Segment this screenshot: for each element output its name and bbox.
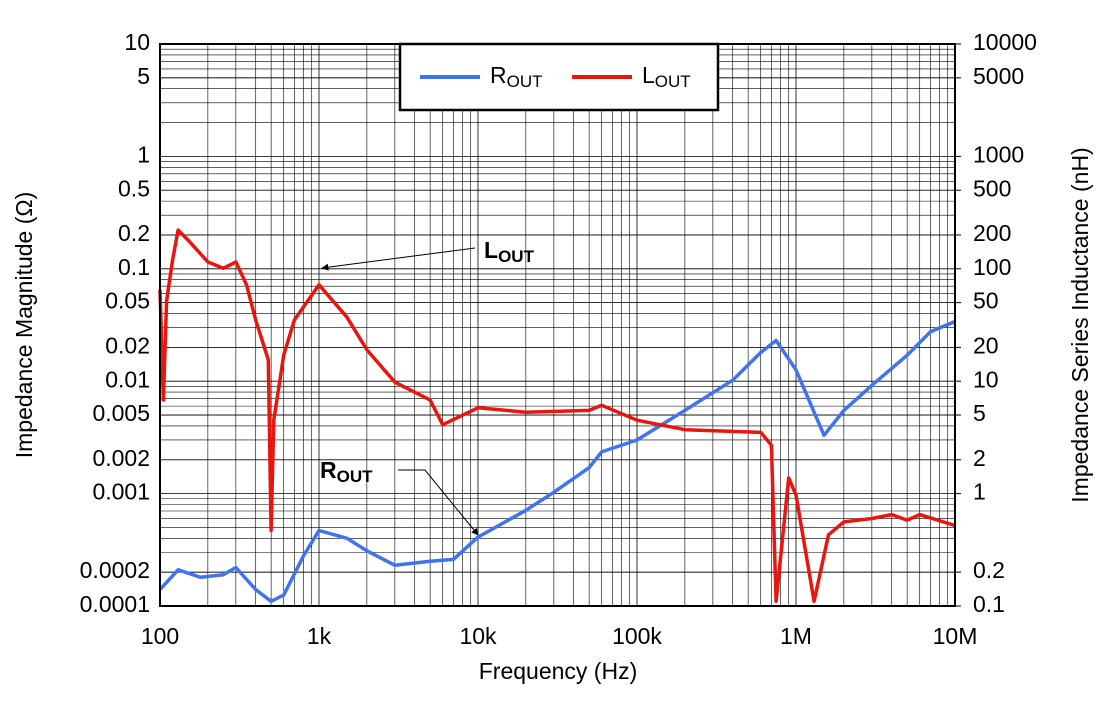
y2-tick-label: 200 — [973, 220, 1011, 246]
annotation: ROUT — [320, 457, 373, 486]
y2-tick-label: 2 — [973, 445, 986, 471]
series-line — [158, 228, 956, 604]
x-tick-label: 10k — [459, 623, 497, 649]
y2-tick-label: 100 — [973, 254, 1011, 280]
legend-label: ROUT — [490, 62, 543, 91]
y-tick-label: 0.0001 — [80, 591, 150, 617]
y2-axis-label: Impedance Series Inductance (nH) — [1067, 147, 1093, 502]
y2-tick-label: 10000 — [973, 29, 1037, 55]
annotation-arrow — [321, 247, 476, 271]
x-tick-label: 1M — [780, 623, 812, 649]
y-tick-label: 0.02 — [105, 332, 150, 358]
y-tick-label: 5 — [137, 63, 150, 89]
y-tick-label: 0.002 — [92, 445, 150, 471]
x-tick-label: 10M — [933, 623, 978, 649]
x-axis-label: Frequency (Hz) — [479, 658, 637, 684]
legend-label: LOUT — [642, 62, 691, 91]
y2-tick-label: 10 — [973, 366, 999, 392]
y-tick-label: 0.0002 — [80, 557, 150, 583]
y-tick-label: 0.01 — [105, 366, 150, 392]
plot-frame — [159, 43, 956, 607]
y-tick-label: 0.05 — [105, 288, 150, 314]
annotation: LOUT — [484, 237, 535, 266]
y2-tick-label: 0.2 — [973, 557, 1005, 583]
y-tick-label: 0.005 — [92, 400, 150, 426]
y2-tick-label: 5000 — [973, 63, 1024, 89]
annotation-arrow — [398, 469, 479, 536]
y-tick-label: 10 — [124, 29, 150, 55]
y2-tick-label: 0.1 — [973, 591, 1005, 617]
y-tick-label: 0.2 — [118, 220, 150, 246]
y2-tick-label: 20 — [973, 332, 999, 358]
y-tick-label: 0.001 — [92, 479, 150, 505]
x-tick-label: 1k — [307, 623, 332, 649]
y-tick-label: 0.5 — [118, 175, 150, 201]
y2-tick-label: 5 — [973, 400, 986, 426]
y2-tick-label: 1000 — [973, 141, 1024, 167]
x-tick-label: 100 — [141, 623, 179, 649]
y2-tick-label: 1 — [973, 479, 986, 505]
series-line — [158, 319, 956, 604]
x-tick-label: 100k — [612, 623, 662, 649]
y-tick-label: 0.1 — [118, 254, 150, 280]
y2-tick-label: 500 — [973, 175, 1011, 201]
y2-tick-label: 50 — [973, 288, 999, 314]
y-axis-label: Impedance Magnitude (Ω) — [11, 192, 37, 459]
y-tick-label: 1 — [137, 141, 150, 167]
